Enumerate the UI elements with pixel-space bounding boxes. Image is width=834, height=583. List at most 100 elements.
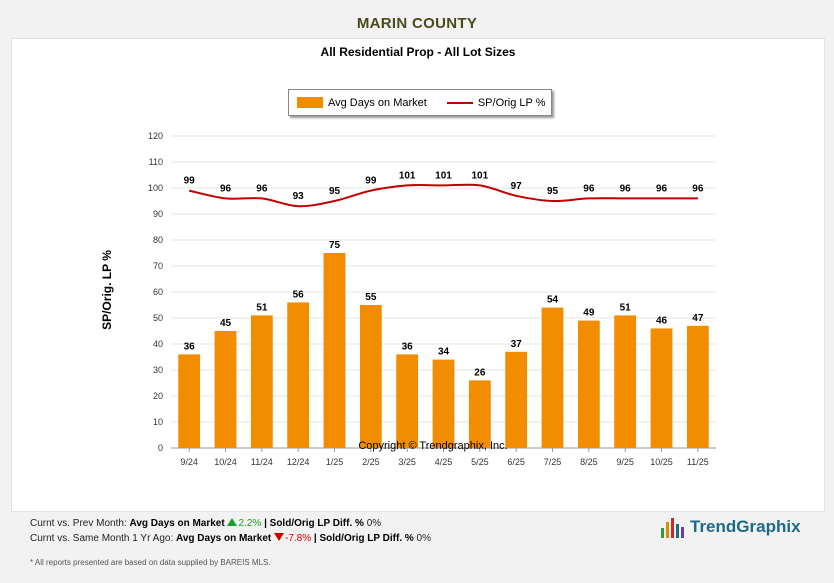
bar-value-label: 55 <box>365 292 377 303</box>
legend-bar-label: Avg Days on Market <box>328 96 427 109</box>
y-tick-label: 60 <box>153 287 163 297</box>
x-tick-label: 11/25 <box>687 457 709 467</box>
footer-line-2: Curnt vs. Same Month 1 Yr Ago: Avg Days … <box>30 533 431 544</box>
bar-value-label: 75 <box>329 240 341 251</box>
chart-legend: Avg Days on Market SP/Orig LP % <box>288 89 552 116</box>
bar <box>396 354 419 448</box>
data-source-note: * All reports presented are based on dat… <box>30 558 271 567</box>
bar-value-label: 51 <box>256 302 268 313</box>
line-value-label: 96 <box>692 183 704 194</box>
line-value-label: 101 <box>435 170 452 181</box>
x-tick-label: 7/25 <box>544 457 562 467</box>
y-tick-label: 100 <box>148 183 163 193</box>
footer-line1-change2: 0% <box>366 518 382 529</box>
chart-subtitle: All Residential Prop - All Lot Sizes <box>320 45 516 59</box>
logo-bars-icon <box>661 518 684 538</box>
line-value-label: 93 <box>293 191 305 202</box>
bar-value-label: 37 <box>511 339 523 350</box>
bar-value-label: 51 <box>620 302 632 313</box>
footer-line1-prefix: Curnt vs. Prev Month: <box>30 518 127 529</box>
line-value-label: 96 <box>656 183 668 194</box>
x-tick-label: 11/24 <box>251 457 273 467</box>
bar <box>577 320 600 448</box>
line-value-label: 97 <box>511 181 523 192</box>
bar-value-label: 34 <box>438 347 450 358</box>
bar <box>686 325 709 448</box>
bar <box>250 315 273 448</box>
legend-item-bar[interactable]: Avg Days on Market <box>297 97 427 109</box>
bar-value-label: 46 <box>656 315 668 326</box>
footer-line1-change1: 2.2% <box>238 518 262 529</box>
legend-line-swatch <box>446 101 473 104</box>
x-tick-label: 4/25 <box>435 457 453 467</box>
bar <box>468 380 491 448</box>
bar-value-label: 36 <box>402 341 414 352</box>
bar <box>287 302 310 448</box>
footer-line2-change1: -7.8% <box>285 533 312 544</box>
bar-value-label: 47 <box>692 313 704 324</box>
x-tick-label: 9/25 <box>616 457 634 467</box>
x-tick-label: 3/25 <box>398 457 416 467</box>
logo-text: TrendGraphix <box>690 517 801 536</box>
bar-value-label: 54 <box>547 295 559 306</box>
down-arrow-icon <box>274 533 284 541</box>
y-tick-label: 0 <box>158 443 163 453</box>
x-tick-label: 8/25 <box>580 457 598 467</box>
x-tick-label: 10/24 <box>214 457 237 467</box>
y-tick-label: 20 <box>153 391 163 401</box>
line-value-label: 95 <box>547 186 559 197</box>
line-value-label: 101 <box>399 170 416 181</box>
y-tick-label: 90 <box>153 209 163 219</box>
line-value-label: 99 <box>365 176 377 187</box>
line-value-label: 96 <box>583 183 595 194</box>
x-tick-label: 10/25 <box>650 457 673 467</box>
trendgraphix-logo: TrendGraphix <box>660 516 801 538</box>
line-value-label: 99 <box>184 176 196 187</box>
bar <box>178 354 201 448</box>
bar <box>650 328 673 448</box>
legend-line-label: SP/Orig LP % <box>477 96 546 109</box>
x-tick-label: 6/25 <box>507 457 525 467</box>
y-tick-label: 120 <box>148 131 163 141</box>
footer-line1-metric1: Avg Days on Market <box>129 518 225 529</box>
footer-line1-metric2: Sold/Orig LP Diff. % <box>269 518 364 529</box>
bar <box>214 331 237 448</box>
bar <box>541 307 564 448</box>
y-tick-label: 40 <box>153 339 163 349</box>
x-tick-label: 5/25 <box>471 457 489 467</box>
bar-value-label: 45 <box>220 318 232 329</box>
x-tick-label: 9/24 <box>180 457 198 467</box>
x-tick-label: 12/24 <box>287 457 310 467</box>
footer-line2-prefix: Curnt vs. Same Month 1 Yr Ago: <box>30 533 174 544</box>
line-series-sp-orig-lp <box>188 183 698 208</box>
footer-line2-change2: 0% <box>416 533 431 544</box>
y-axis-label: SP/Orig. LP % <box>100 250 114 330</box>
y-tick-label: 50 <box>153 313 163 323</box>
bar <box>505 351 528 448</box>
y-tick-label: 30 <box>153 365 163 375</box>
y-tick-label: 70 <box>153 261 163 271</box>
bar <box>614 315 637 448</box>
x-tick-label: 2/25 <box>362 457 380 467</box>
line-value-label: 96 <box>256 183 268 194</box>
bar <box>359 305 382 448</box>
bar <box>432 359 455 448</box>
bar <box>323 253 346 448</box>
x-tick-label: 1/25 <box>326 457 344 467</box>
line-value-label: 96 <box>220 183 232 194</box>
legend-item-line[interactable]: SP/Orig LP % <box>441 97 546 109</box>
footer-line-1: Curnt vs. Prev Month: Avg Days on Market… <box>30 518 382 529</box>
footer-line2-metric2: Sold/Orig LP Diff. % <box>319 533 414 544</box>
line-value-label: 95 <box>329 186 341 197</box>
y-tick-label: 110 <box>149 157 163 167</box>
y-tick-label: 10 <box>153 417 163 427</box>
legend-bar-swatch <box>297 97 323 108</box>
line-value-label: 96 <box>620 183 632 194</box>
bar-value-label: 36 <box>184 341 196 352</box>
copyright: Copyright © Trendgraphix, Inc. <box>358 440 508 452</box>
page-title: MARIN COUNTY <box>356 15 478 32</box>
up-arrow-icon <box>227 518 238 526</box>
y-tick-label: 80 <box>153 235 163 245</box>
footer-line2-metric1: Avg Days on Market <box>176 533 272 544</box>
line-value-label: 101 <box>471 170 488 181</box>
